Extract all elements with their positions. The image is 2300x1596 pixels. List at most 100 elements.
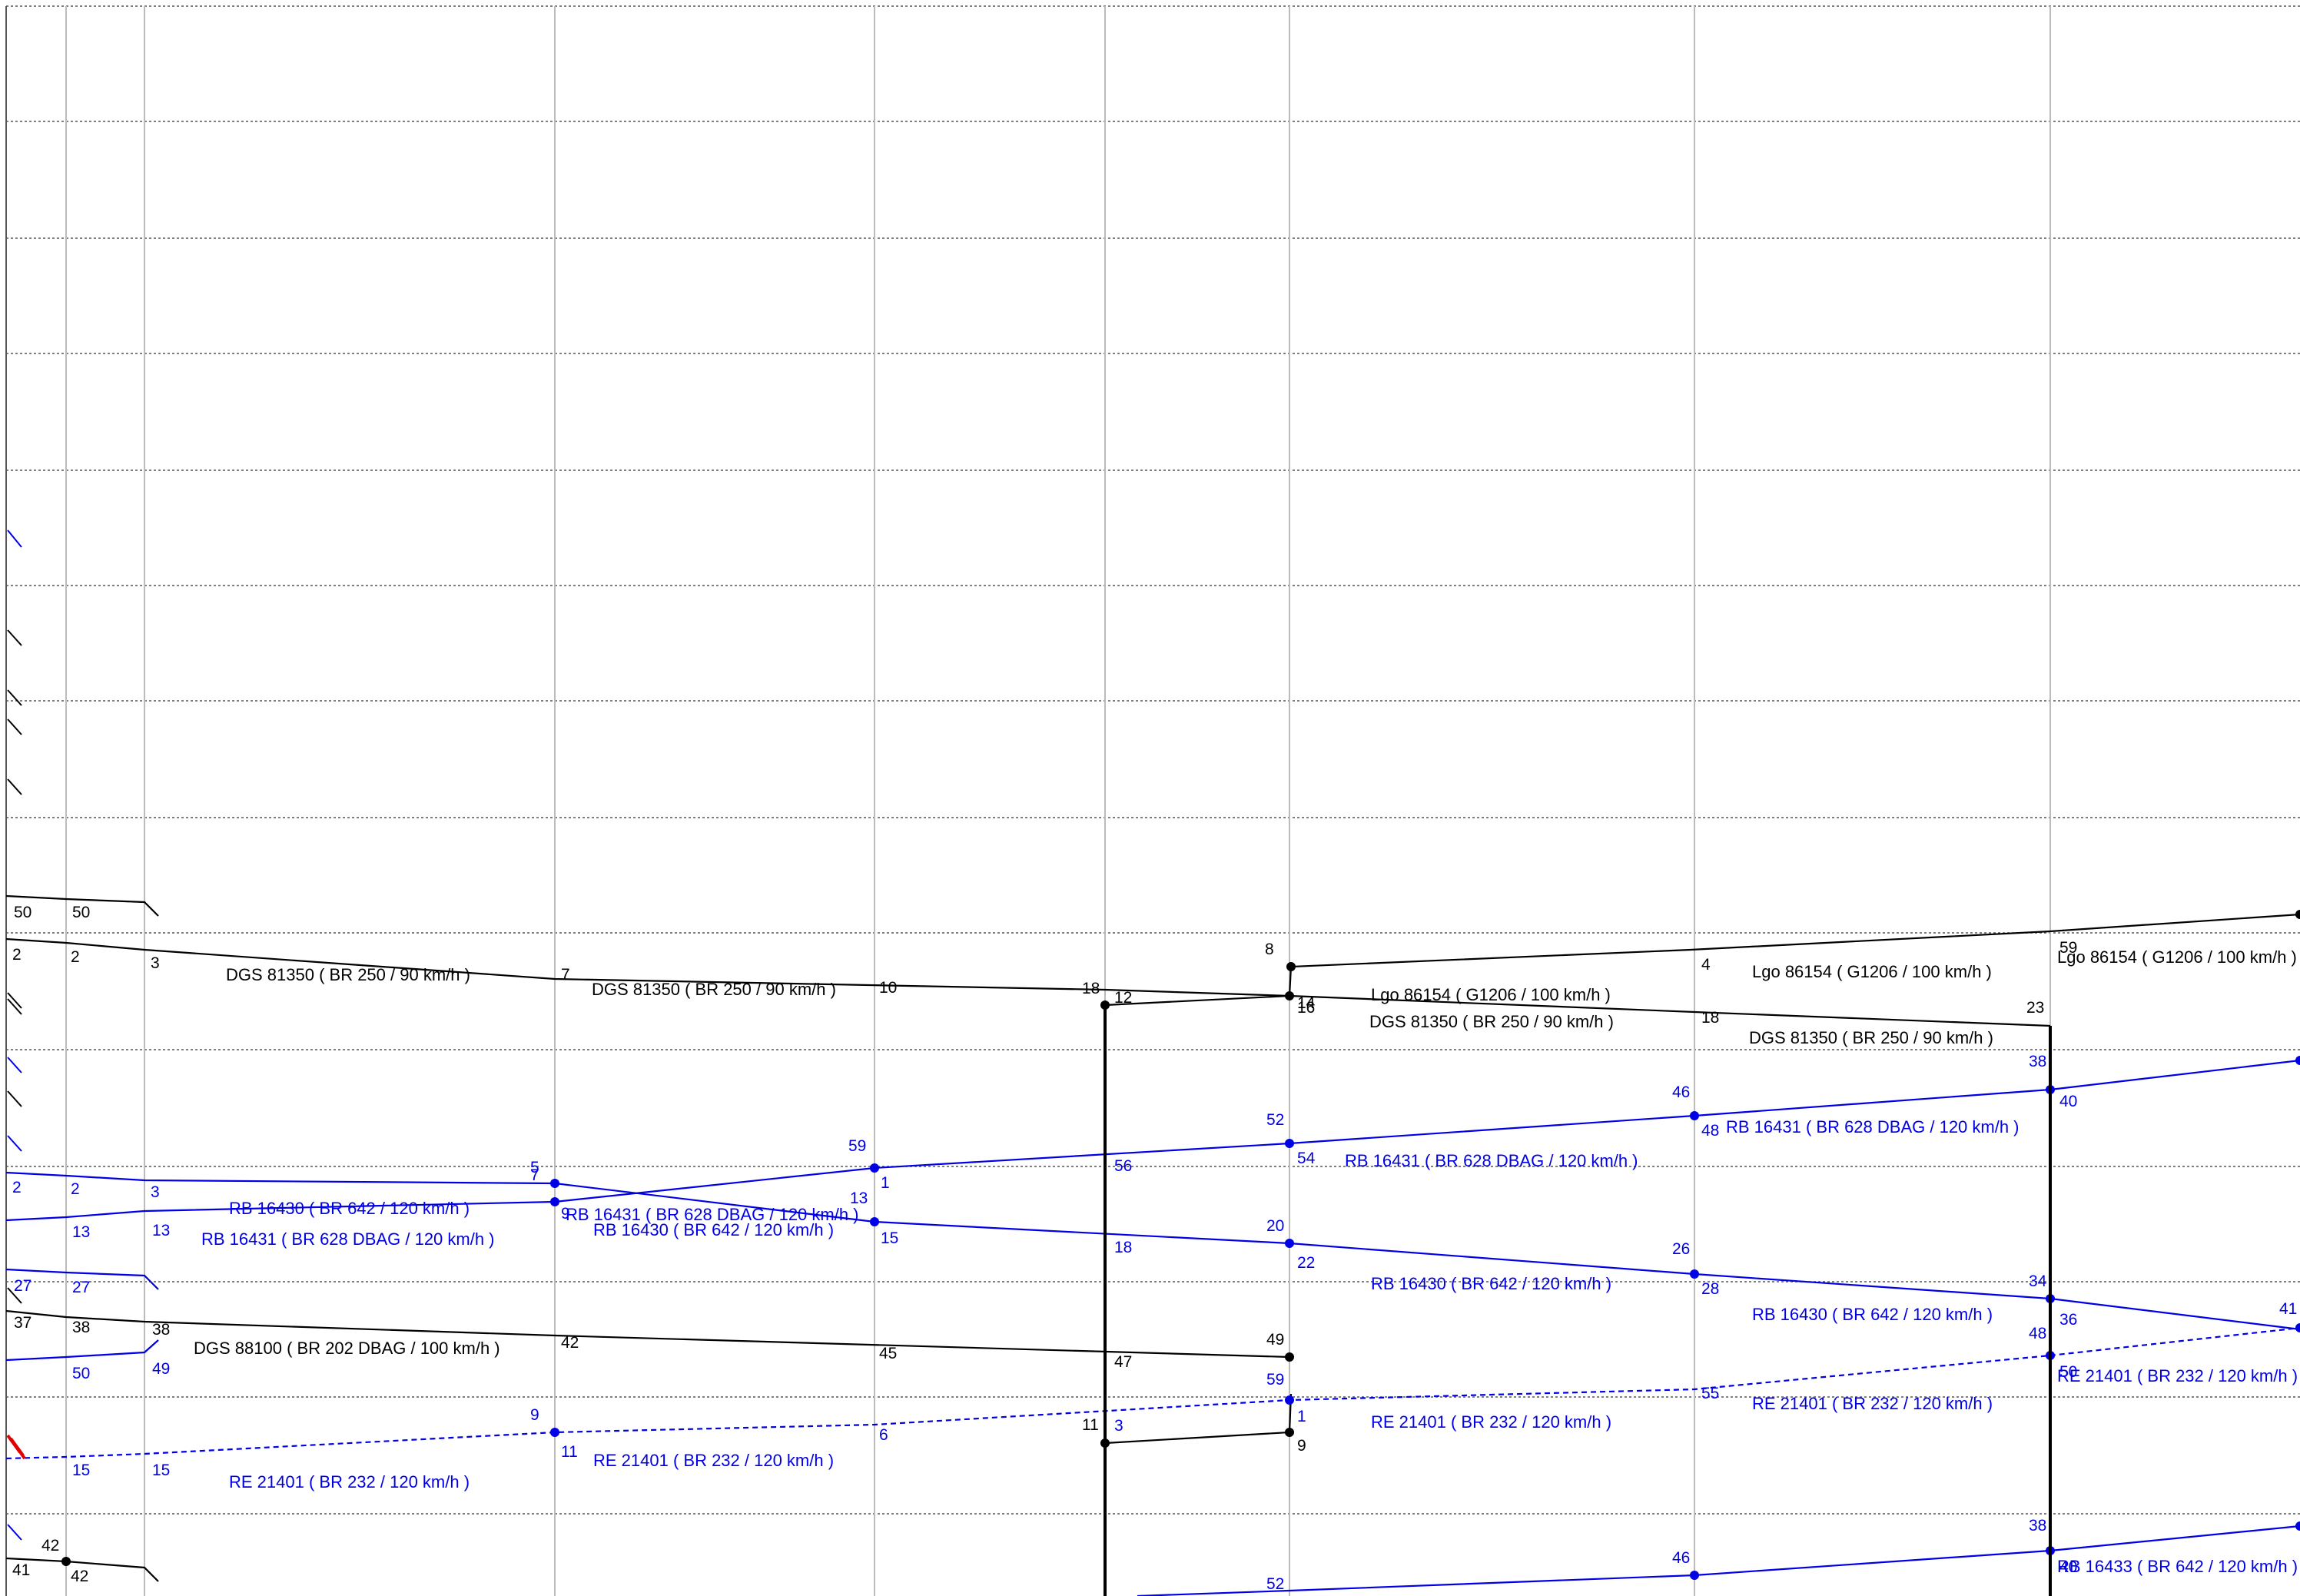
train-label: RE 21401 ( BR 232 / 120 km/h ) — [2057, 1366, 2298, 1385]
train-label: DGS 81350 ( BR 250 / 90 km/h ) — [1749, 1028, 1993, 1047]
stop-marker — [550, 1179, 559, 1188]
train-label: RE 21401 ( BR 232 / 120 km/h ) — [1752, 1394, 1993, 1413]
minute-label: 38 — [2029, 1517, 2046, 1535]
train-label: RB 16430 ( BR 642 / 120 km/h ) — [1371, 1274, 1611, 1293]
minute-label: 16 — [1297, 999, 1315, 1017]
minute-label: 1 — [881, 1174, 890, 1192]
minute-label: 37 — [14, 1314, 32, 1332]
stop-marker — [2295, 1323, 2300, 1332]
minute-label: 6 — [879, 1426, 888, 1444]
minute-label: 59 — [848, 1137, 866, 1155]
edge-tick — [7, 1135, 22, 1152]
minute-label: 13 — [152, 1222, 170, 1239]
minute-label: 20 — [1266, 1217, 1284, 1235]
train-path-bottom-left-stub — [5, 1557, 159, 1582]
train-label: Lgo 86154 ( G1206 / 100 km/h ) — [2057, 947, 2297, 967]
minute-label: 13 — [850, 1190, 868, 1207]
train-path-rb-left-short — [5, 1339, 159, 1362]
train-label: DGS 81350 ( BR 250 / 90 km/h ) — [592, 980, 836, 999]
minute-label: 4 — [1701, 956, 1711, 974]
train-labels: DGS 81350 ( BR 250 / 90 km/h ) DGS 81350 … — [12, 904, 2298, 1593]
minute-label: 18 — [1082, 980, 1100, 997]
train-label: DGS 81350 ( BR 250 / 90 km/h ) — [226, 965, 470, 984]
stop-marker — [61, 1557, 71, 1566]
left-edge-marks — [6, 529, 26, 1541]
stop-marker — [1690, 1571, 1699, 1580]
minute-label: 47 — [1114, 1353, 1132, 1371]
minute-label: 15 — [152, 1462, 170, 1479]
minute-label: 22 — [1297, 1254, 1315, 1272]
edge-tick — [7, 689, 22, 706]
minute-label: 54 — [1297, 1150, 1316, 1167]
minute-label: 52 — [1266, 1575, 1284, 1593]
minute-label: 15 — [72, 1462, 90, 1479]
minute-label: 2 — [71, 1180, 80, 1198]
stop-marker — [1285, 1139, 1294, 1148]
minute-label: 59 — [1266, 1371, 1284, 1389]
minute-label: 2 — [12, 1179, 22, 1196]
minute-label: 13 — [72, 1223, 90, 1241]
minute-label: 49 — [1266, 1331, 1284, 1349]
stop-marker — [2295, 1056, 2300, 1065]
stop-marker — [550, 1197, 559, 1206]
minute-label: 49 — [152, 1360, 170, 1378]
edge-tick — [7, 778, 22, 795]
edge-tick — [7, 1287, 22, 1304]
minute-label: 3 — [1114, 1417, 1123, 1435]
minute-label: 28 — [1701, 1280, 1719, 1298]
edge-tick — [7, 998, 22, 1015]
edge-tick — [7, 629, 22, 646]
minute-label: 9 — [561, 1205, 570, 1223]
stop-marker — [2295, 910, 2300, 919]
train-label: RB 16431 ( BR 628 DBAG / 120 km/h ) — [201, 1229, 495, 1249]
train-label: Lgo 86154 ( G1206 / 100 km/h ) — [1371, 985, 1611, 1004]
train-label: Lgo 86154 ( G1206 / 100 km/h ) — [1752, 962, 1992, 981]
minute-label: 46 — [1672, 1083, 1690, 1101]
stop-marker — [1286, 962, 1296, 971]
minute-label: 36 — [2059, 1311, 2077, 1329]
edge-tick — [7, 1057, 22, 1073]
minute-label: 34 — [2029, 1272, 2047, 1290]
minute-label: 27 — [14, 1277, 32, 1295]
train-paths — [5, 894, 2300, 1596]
minute-label: 12 — [1114, 989, 1132, 1007]
minute-label: 26 — [1672, 1240, 1690, 1258]
minute-label: 2 — [12, 946, 22, 964]
stop-marker — [1690, 1111, 1699, 1120]
minute-label: 9 — [530, 1406, 539, 1424]
stop-marker — [1285, 991, 1294, 1000]
train-label: RE 21401 ( BR 232 / 120 km/h ) — [229, 1472, 470, 1491]
minute-label: 50 — [14, 904, 32, 921]
minute-label: 38 — [2029, 1053, 2046, 1070]
minute-label: 48 — [2029, 1325, 2046, 1342]
train-label: DGS 81350 ( BR 250 / 90 km/h ) — [1369, 1012, 1614, 1031]
minute-label: 40 — [2059, 1093, 2077, 1110]
minute-label: 41 — [2279, 1300, 2297, 1318]
train-label: RE 21401 ( BR 232 / 120 km/h ) — [593, 1451, 834, 1470]
stop-marker — [1285, 1352, 1294, 1362]
minute-label: 56 — [1114, 1157, 1132, 1175]
edge-tick — [7, 529, 22, 548]
minute-label: 50 — [72, 1365, 90, 1382]
minute-label: 42 — [561, 1334, 579, 1352]
train-path-top-left-stub — [5, 894, 159, 917]
minute-label: 2 — [71, 948, 80, 966]
train-label: RE 21401 ( BR 232 / 120 km/h ) — [1371, 1412, 1611, 1432]
stop-marker — [1285, 1395, 1294, 1405]
minute-label: 7 — [561, 966, 570, 984]
train-label: RB 16431 ( BR 628 DBAG / 120 km/h ) — [1345, 1151, 1638, 1170]
stop-marker — [1285, 1239, 1294, 1248]
minute-label: 3 — [151, 1183, 160, 1201]
minute-label: 38 — [72, 1319, 90, 1336]
train-label: RB 16430 ( BR 642 / 120 km/h ) — [1752, 1305, 1993, 1324]
train-path-dgs81350 — [5, 937, 2051, 1027]
stop-marker — [550, 1428, 559, 1437]
minute-label: 27 — [72, 1279, 90, 1296]
minute-label: 15 — [881, 1229, 898, 1247]
train-path-lgo86154 — [1104, 913, 2300, 1007]
stop-marker — [1690, 1269, 1699, 1279]
edge-tick — [7, 1090, 22, 1107]
minute-label: 50 — [2059, 1363, 2077, 1381]
minute-label: 46 — [1672, 1549, 1690, 1567]
